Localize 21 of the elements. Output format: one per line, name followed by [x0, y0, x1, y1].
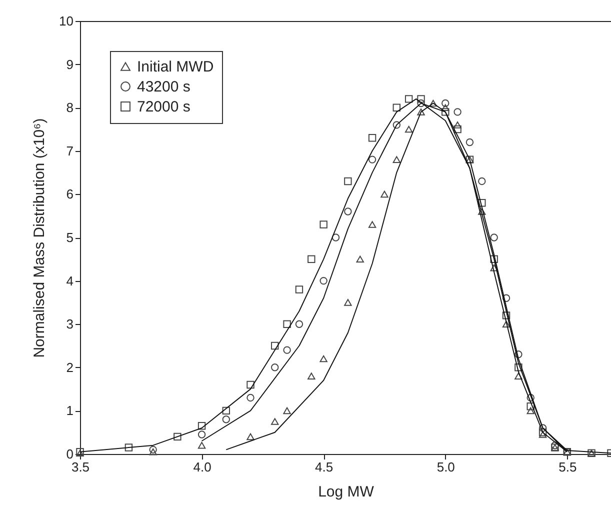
y-tick-label: 0: [66, 446, 74, 462]
y-tick-label: 4: [66, 273, 74, 288]
y-tick-label: 5: [66, 230, 74, 245]
legend-label: Initial MWD: [137, 58, 214, 76]
y-tick-label: 2: [66, 360, 74, 375]
x-axis-title: Log MW: [318, 484, 375, 500]
y-tick-label: 10: [59, 14, 74, 28]
y-tick-label: 6: [66, 186, 74, 202]
x-tick-label: 3.5: [71, 460, 90, 474]
x-tick-label: 4.0: [193, 460, 212, 474]
legend-label: 72000 s: [137, 98, 190, 116]
y-tick-label: 3: [66, 316, 74, 332]
x-tick-label: 5.5: [558, 460, 577, 474]
legend-label: 43200 s: [137, 78, 190, 96]
x-tick-label: 4.5: [315, 460, 334, 474]
y-tick-label: 1: [66, 403, 74, 418]
y-axis-title: Normalised Mass Distribution (x10⁶): [31, 118, 48, 358]
y-tick-label: 9: [66, 56, 74, 72]
y-tick-label: 7: [66, 143, 74, 158]
x-tick-label: 5.0: [436, 460, 455, 474]
y-tick-label: 8: [66, 100, 74, 116]
